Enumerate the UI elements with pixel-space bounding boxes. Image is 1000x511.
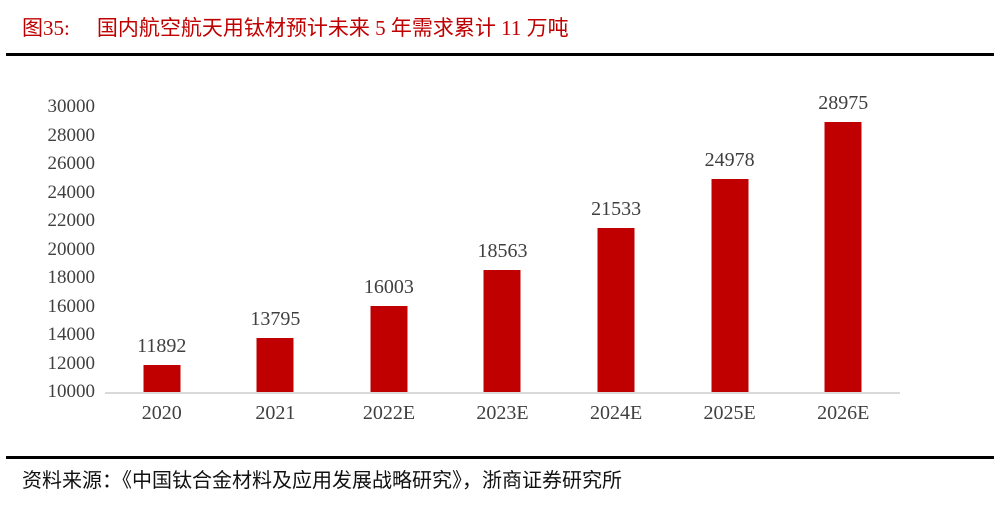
bar-slot: 21533 2024E xyxy=(559,107,673,424)
plot-area: 11892 2020 13795 2021 16003 2022E 18563 2023E 21… xyxy=(105,92,900,424)
y-axis-tick-label: 22000 xyxy=(47,210,96,231)
bar-value-label: 13795 xyxy=(250,307,301,330)
bar-value-label: 18563 xyxy=(477,239,528,262)
y-axis: 30000 28000 26000 24000 22000 20000 18000 16000… xyxy=(0,96,96,402)
header-divider xyxy=(6,53,994,56)
y-axis-tick-label: 28000 xyxy=(47,124,96,146)
bar-2026E xyxy=(824,121,862,392)
x-axis-category-label: 2026E xyxy=(817,402,870,424)
bar-slot: 18563 2023E xyxy=(446,107,560,424)
x-axis-category-label: 2025E xyxy=(703,402,756,424)
x-axis-category-label: 2023E xyxy=(476,402,529,424)
bar-2022E xyxy=(370,306,408,392)
figure-title: 国内航空航天用钛材预计未来 5 年需求累计 11 万吨 xyxy=(96,16,569,40)
bar-value-label: 11892 xyxy=(137,335,187,358)
x-axis-line xyxy=(105,392,900,394)
y-axis-tick-label: 12000 xyxy=(47,352,96,374)
y-axis-tick-label: 14000 xyxy=(47,324,96,345)
bar-2020 xyxy=(143,365,181,392)
bar-slot: 28975 2026E xyxy=(786,92,900,424)
y-axis-tick-label: 30000 xyxy=(47,96,96,117)
y-axis-tick-label: 18000 xyxy=(47,267,96,288)
bar-2025E xyxy=(711,178,749,392)
bar-slot: 13795 2021 xyxy=(219,107,333,424)
x-axis-category-label: 2024E xyxy=(589,402,643,424)
x-axis-category-label: 2020 xyxy=(141,402,182,424)
bar-slot: 11892 2020 xyxy=(105,107,219,424)
bar-2024E xyxy=(597,227,635,392)
bar-slot: 16003 2022E xyxy=(332,107,446,424)
y-axis-tick-label: 24000 xyxy=(47,181,96,203)
y-axis-tick-label: 16000 xyxy=(47,295,96,317)
y-axis-tick-label: 26000 xyxy=(47,153,96,174)
y-axis-tick-label: 10000 xyxy=(47,381,96,402)
bar-value-label: 24978 xyxy=(704,148,755,171)
source-note: 资料来源：《中国钛合金材料及应用发展战略研究》，浙商证券研究所 xyxy=(22,470,622,492)
x-axis-category-label: 2021 xyxy=(255,402,296,424)
bar-2023E xyxy=(483,269,521,392)
bar-value-label: 21533 xyxy=(591,197,642,220)
y-axis-tick-label: 20000 xyxy=(47,238,96,260)
x-axis-category-label: 2022E xyxy=(362,402,416,424)
bar-2021 xyxy=(256,337,294,392)
bar-value-label: 16003 xyxy=(363,276,414,299)
footer-divider xyxy=(6,456,994,459)
figure-header: 图35: 国内航空航天用钛材预计未来 5 年需求累计 11 万吨 xyxy=(22,15,569,41)
figure-number: 图35: xyxy=(22,16,70,40)
bar-slot: 24978 2025E xyxy=(673,107,787,424)
bar-value-label: 28975 xyxy=(818,91,869,114)
